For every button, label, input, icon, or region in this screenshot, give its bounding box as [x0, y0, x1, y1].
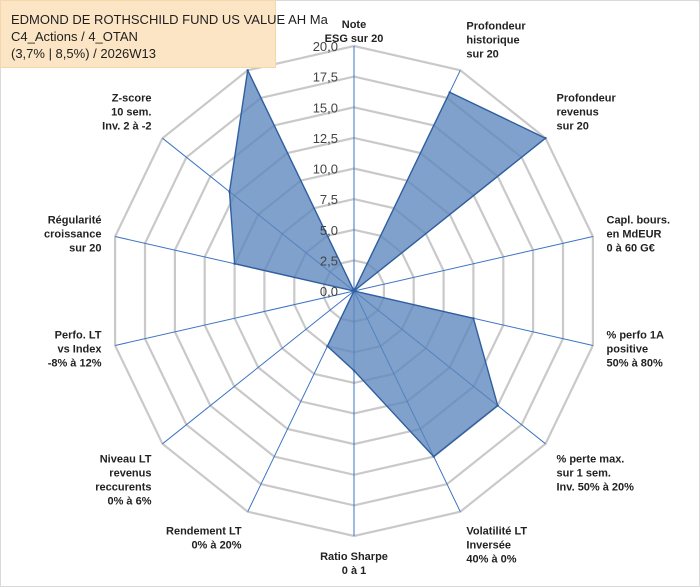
axis-label-7-line-0: Ratio Sharpe	[320, 551, 388, 563]
axis-label-10-line-0: Perfo. LT	[55, 330, 102, 342]
tick-label-0: 0,0	[320, 284, 338, 299]
axis-label-4: % perfo 1A positive 50% à 80%	[607, 330, 665, 370]
chart-title-line-3: (3,7% | 8,5%) / 2026W13	[11, 46, 157, 61]
data-point-8	[326, 345, 329, 348]
axis-label-11-line-1: croissance	[44, 228, 101, 240]
axis-label-11-line-0: Régularité	[48, 214, 102, 226]
data-point-7	[352, 369, 356, 372]
axis-label-9-line-3: 0% à 6%	[107, 496, 151, 508]
axis-label-9-line-0: Niveau LT	[100, 454, 152, 466]
spoke-3	[353, 236, 594, 292]
axis-label-10-line-1: vs Index	[57, 344, 102, 356]
axis-label-6: Volatilité LT Inversée 40% à 0%	[466, 525, 527, 565]
axis-label-7: Ratio Sharpe 0 à 1	[320, 551, 388, 577]
axis-label-2-line-1: revenus	[557, 107, 599, 119]
axis-label-5-line-2: Inv. 50% à 20%	[557, 482, 635, 494]
data-point-11	[233, 262, 236, 265]
axis-label-3-line-2: 0 à 60 G€	[607, 242, 655, 254]
data-point-1	[448, 91, 451, 94]
axis-label-12-line-0: Z-score	[112, 93, 152, 105]
tick-label-6: 15,0	[313, 100, 338, 115]
axis-label-0-line-0: Note	[342, 19, 366, 31]
tick-label-3: 7,5	[320, 192, 338, 207]
axis-label-8-line-1: 0% à 20%	[191, 539, 241, 551]
axis-label-0: Note ESG sur 20	[325, 19, 384, 45]
data-point-13	[246, 69, 249, 72]
axis-label-10: Perfo. LT vs Index -8% à 12%	[48, 330, 103, 370]
axis-label-12-line-1: 10 sem.	[111, 107, 151, 119]
data-point-6	[432, 455, 435, 458]
data-point-12	[228, 190, 231, 193]
axis-label-9-line-2: reccurents	[95, 482, 151, 494]
axis-label-0-line-1: ESG sur 20	[325, 33, 384, 45]
axis-label-8: Rendement LT 0% à 20%	[166, 525, 242, 551]
axis-label-12: Z-score 10 sem. Inv. 2 à -2	[102, 93, 151, 133]
axis-label-12-line-2: Inv. 2 à -2	[102, 121, 151, 133]
axis-label-1-line-1: historique	[466, 35, 519, 47]
axis-label-11: Régularité croissance sur 20	[44, 214, 101, 254]
axis-label-3: Capl. bours. en MdEUR 0 à 60 G€	[607, 214, 671, 254]
axis-label-6-line-2: 40% à 0%	[466, 553, 516, 565]
axis-label-5-line-1: sur 1 sem.	[557, 468, 611, 480]
axis-label-9-line-1: revenus	[109, 468, 151, 480]
radar-series	[228, 69, 547, 458]
data-point-10	[352, 289, 356, 293]
tick-label-7: 17,5	[313, 70, 338, 85]
tick-label-1: 2,5	[320, 253, 338, 268]
axis-label-2-line-0: Profondeur	[557, 93, 617, 105]
data-point-5	[496, 404, 499, 407]
radar-tick-labels: 0,0 2,5 5,0 7,5 10,0 12,5 15,0 17,5 20,0	[313, 39, 338, 299]
spoke-10	[114, 290, 355, 346]
axis-label-2-line-2: sur 20	[557, 121, 589, 133]
chart-title-box: EDMOND DE ROTHSCHILD FUND US VALUE AH Ma…	[0, 0, 328, 68]
axis-label-7-line-1: 0 à 1	[342, 565, 366, 577]
axis-label-5: % perte max. sur 1 sem. Inv. 50% à 20%	[557, 454, 635, 494]
axis-label-4-line-0: % perfo 1A	[607, 330, 665, 342]
tick-label-4: 10,0	[313, 162, 338, 177]
axis-label-2: Profondeur revenus sur 20	[557, 93, 617, 133]
data-point-2	[544, 137, 547, 140]
chart-title-line-1: EDMOND DE ROTHSCHILD FUND US VALUE AH Ma	[11, 12, 328, 27]
axis-label-10-line-2: -8% à 12%	[48, 358, 102, 370]
axis-label-6-line-1: Inversée	[466, 539, 511, 551]
axis-label-4-line-2: 50% à 80%	[607, 358, 663, 370]
axis-label-8-line-0: Rendement LT	[166, 525, 242, 537]
axis-label-6-line-0: Volatilité LT	[466, 525, 527, 537]
axis-label-4-line-1: positive	[607, 344, 649, 356]
series-area	[228, 69, 547, 458]
axis-label-11-line-2: sur 20	[69, 242, 101, 254]
axis-label-5-line-0: % perte max.	[557, 454, 625, 466]
axis-label-9: Niveau LT revenus reccurents 0% à 6%	[95, 454, 152, 508]
axis-label-1: Profondeur historique sur 20	[466, 21, 526, 61]
axis-label-3-line-0: Capl. bours.	[607, 214, 671, 226]
axis-label-1-line-0: Profondeur	[466, 21, 526, 33]
tick-label-8: 20,0	[313, 39, 338, 54]
spoke-9	[162, 290, 355, 445]
radar-axis-labels: Note ESG sur 20 Profondeur historique sur 20…	[44, 19, 670, 577]
tick-label-5: 12,5	[313, 131, 338, 146]
chart-title-line-2: C4_Actions / 4_OTAN	[11, 29, 138, 44]
data-point-4	[472, 317, 475, 320]
axis-label-3-line-1: en MdEUR	[607, 228, 662, 240]
axis-label-1-line-2: sur 20	[466, 49, 498, 61]
tick-label-2: 5,0	[320, 223, 338, 238]
